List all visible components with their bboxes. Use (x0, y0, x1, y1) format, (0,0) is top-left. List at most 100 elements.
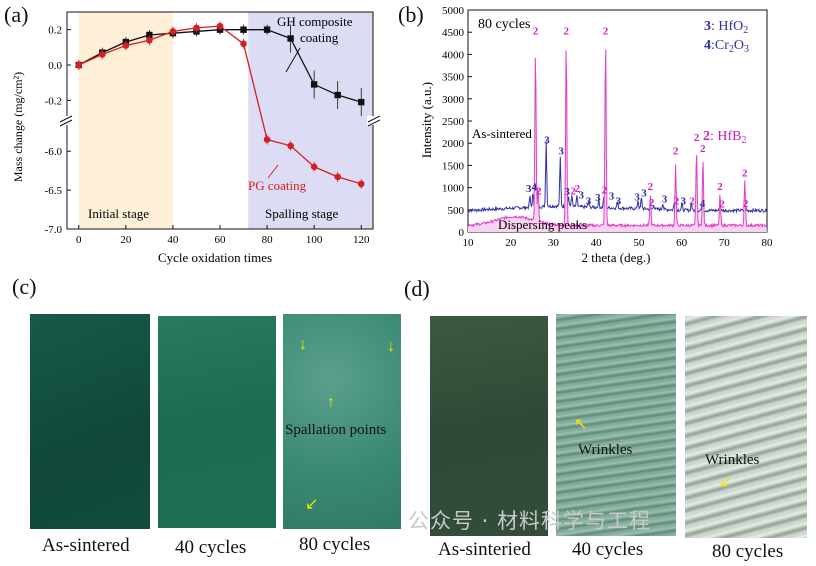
x-tick-label: 20 (505, 237, 517, 249)
y-tick-label: -6.0 (45, 146, 63, 158)
peak-label-as-sintered: 2 (700, 143, 706, 155)
peak-label-as-sintered: 2 (603, 25, 609, 37)
x-tick-label: 60 (676, 237, 688, 249)
x-tick-label: 120 (353, 234, 370, 246)
data-point-pg (263, 136, 271, 143)
xrd-series-80-cycles (467, 140, 768, 214)
peak-label-80-cycles: 2 (536, 186, 542, 198)
peak-label-80-cycles: 2 (743, 198, 749, 210)
x-tick-label: 70 (719, 237, 731, 249)
caption-d-as-sintered: As-sinteried (438, 539, 531, 560)
mass-change-chart: 0 20 40 60 80 100 120 0.2 0.0 -0.2 -6.0 -6.5 -7.0 In… (11, 11, 380, 265)
data-point-pg (169, 28, 177, 35)
y-tick-label: 500 (448, 205, 465, 217)
xrd-80-cycles-title: 80 cycles (478, 17, 530, 32)
y-tick-label: 2000 (442, 138, 465, 150)
axis-break-mark (59, 115, 73, 123)
y-tick-label: 1500 (442, 160, 465, 172)
pg-annotation: PG coating (248, 178, 307, 193)
peak-label-80-cycles: 2 (649, 197, 655, 209)
gh-arrow (285, 47, 301, 73)
axis-break-mark (367, 115, 380, 123)
chart-b-xlabel: 2 theta (deg.) (582, 250, 651, 265)
spall-arrow-4: ↙ (305, 496, 319, 513)
peak-label-as-sintered: 2 (694, 132, 700, 144)
peak-label-as-sintered: 2 (648, 181, 654, 193)
data-point-gh (334, 91, 341, 99)
spalling-stage-label: Spalling stage (265, 206, 339, 221)
peak-label-80-cycles: 3 (662, 193, 668, 205)
data-point-pg (216, 22, 224, 30)
peak-label-80-cycles: 3 (578, 190, 584, 202)
xrd-as-sintered-title: As-sintered (472, 126, 532, 141)
spall-arrow-1: ↓ (299, 336, 307, 353)
panel-label-c: (c) (12, 274, 37, 299)
spallation-points-label: Spallation points (285, 422, 387, 438)
y-tick-label: 2500 (442, 116, 465, 128)
caption-c-80-cycles: 80 cycles (299, 534, 371, 555)
watermark: 公众号 · 材料科学与工程 (408, 509, 652, 533)
spall-arrow-3: ↑ (327, 394, 335, 411)
photo-d-40-cycles: ↖ Wrinkles (556, 314, 676, 536)
peak-label-as-sintered: 2 (717, 181, 723, 193)
pg-arrow (267, 164, 279, 179)
data-point-pg (287, 142, 294, 150)
data-point-gh (287, 35, 294, 42)
legend-cr2o3: 4:Cr2O3 (704, 38, 749, 55)
peak-label-as-sintered: 2 (742, 168, 748, 180)
data-point-gh (310, 81, 318, 88)
peak-label-80-cycles: 3 (526, 183, 532, 195)
data-point-pg (240, 40, 247, 48)
x-tick-label: 80 (762, 237, 774, 249)
data-point-gh (358, 98, 365, 106)
y-tick-label: 3500 (442, 72, 465, 84)
y-tick-label: 0.0 (48, 60, 62, 72)
chart-a-series (75, 21, 365, 189)
y-tick-label: -6.5 (45, 185, 63, 197)
chart-a-axes: 0 20 40 60 80 100 120 0.2 0.0 -0.2 -6.0 -6.5 -7.0 (45, 11, 380, 246)
photo-c-40-cycles (158, 316, 276, 528)
xrd-series-as-sintered (467, 49, 767, 229)
wrinkles-label-2: Wrinkles (705, 452, 760, 468)
data-point-gh (263, 26, 271, 33)
peak-label-80-cycles: 2 (602, 184, 608, 196)
chart-a-xlabel: Cycle oxidation times (158, 250, 272, 265)
wrinkle-arrow-1: ↖ (574, 416, 588, 433)
peak-label-80-cycles: 3 (595, 192, 601, 204)
caption-c-40-cycles: 40 cycles (175, 537, 247, 558)
data-point-pg (75, 61, 83, 69)
caption-d-40-cycles: 40 cycles (572, 539, 644, 560)
y-tick-label: 0 (459, 227, 465, 239)
peak-label-80-cycles: 2 (689, 195, 695, 207)
x-tick-label: 40 (591, 237, 603, 249)
chart-b-ylabel: Intensity (a.u.) (419, 82, 434, 158)
legend-hfb2: 2: HfB2 (703, 129, 747, 146)
y-break-mask-left (61, 116, 73, 125)
x-tick-label: 60 (215, 234, 227, 246)
peak-label-80-cycles: 3 (544, 135, 550, 147)
wrinkle-arrow-2: ↙ (719, 474, 733, 491)
data-point-pg (334, 173, 341, 181)
x-tick-label: 0 (76, 234, 82, 246)
data-point-pg (122, 42, 130, 49)
axis-break-mark (367, 119, 380, 127)
gh-annotation-line2: coating (300, 30, 339, 45)
chart-a-ylabel: Mass change (mg/cm²) (11, 72, 25, 182)
xrd-dispersing-label: Dispersing peaks (498, 217, 587, 232)
peak-label-80-cycles: 4 (531, 182, 537, 194)
wrinkles-label-1: Wrinkles (578, 442, 633, 458)
gh-annotation-line1: GH composite (277, 14, 353, 29)
y-tick-label: 0.2 (48, 25, 62, 37)
legend-hfo2: 3: HfO2 (704, 19, 748, 36)
axis-break-mark (59, 119, 73, 127)
peak-label-80-cycles: 3 (609, 191, 615, 203)
y-tick-label: 4500 (442, 27, 465, 39)
peak-label-as-sintered: 2 (533, 25, 539, 37)
photo-c-80-cycles: ↓ ↓ ↑ ↙ Spallation points (283, 314, 401, 529)
x-tick-label: 10 (463, 237, 475, 249)
data-point-pg (357, 180, 365, 188)
peak-label-as-sintered: 2 (673, 145, 679, 157)
data-point-pg (99, 51, 106, 58)
x-tick-label: 50 (633, 237, 645, 249)
panel-label-b: (b) (398, 2, 424, 27)
